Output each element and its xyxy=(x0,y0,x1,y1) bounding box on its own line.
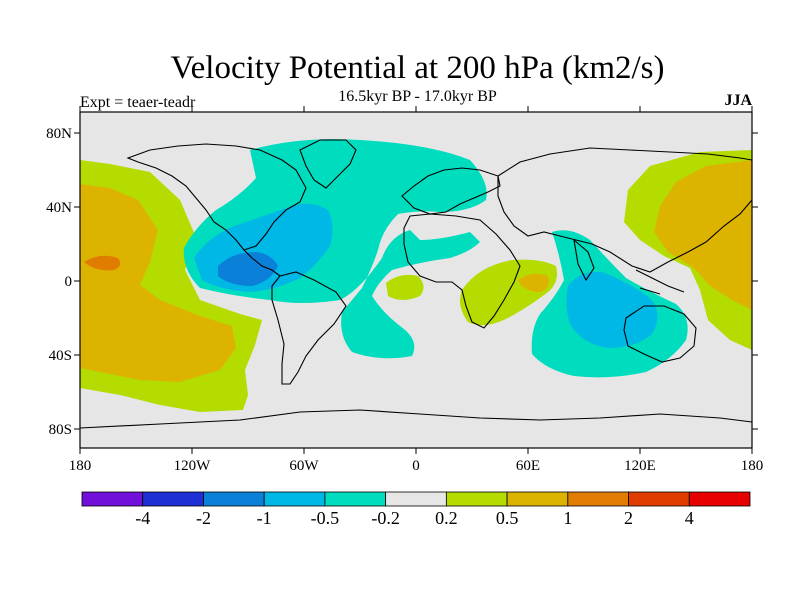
colorbar-swatch xyxy=(203,491,265,507)
coastline-europe xyxy=(401,167,501,215)
longitude-axis: 180 120W 60W 0 60E 120E 180 xyxy=(69,106,764,474)
colorbar: -4 -2 -1 -0.5 -0.2 0.2 0.5 1 2 4 xyxy=(81,491,751,528)
colorbar-swatch xyxy=(81,491,144,507)
lon-tick-label: 180 xyxy=(741,458,764,474)
lat-tick-label: 80S xyxy=(49,422,72,438)
contour-positive-west-pacific-2 xyxy=(654,160,752,310)
lat-tick-label: 40S xyxy=(49,348,72,364)
colorbar-swatch xyxy=(142,491,204,507)
colorbar-label: -1 xyxy=(257,508,272,528)
time-range-subtitle: 16.5kyr BP - 17.0kyr BP xyxy=(338,88,497,105)
colorbar-swatch xyxy=(567,491,629,507)
coastline-africa xyxy=(403,213,521,329)
contour-positive-east-pacific-2 xyxy=(80,184,236,382)
lon-tick-label: 120E xyxy=(624,458,656,474)
lon-tick-label: 60W xyxy=(289,458,319,474)
colorbar-label: -0.2 xyxy=(371,508,400,528)
colorbar-swatch xyxy=(688,491,751,507)
contour-negative-americas-3 xyxy=(218,252,278,286)
contour-positive-atlantic xyxy=(386,274,424,300)
lat-tick-label: 40N xyxy=(46,200,72,216)
colorbar-label: -0.5 xyxy=(311,508,340,528)
coastline-antarctica xyxy=(80,409,752,429)
colorbar-label: 2 xyxy=(624,508,633,528)
coastline-asia xyxy=(497,147,752,273)
colorbar-label: 1 xyxy=(563,508,572,528)
colorbar-label: 0.5 xyxy=(496,508,519,528)
colorbar-swatch xyxy=(263,491,326,507)
coastline-south-america xyxy=(271,271,347,385)
lon-tick-label: 0 xyxy=(412,458,420,474)
map-title: Velocity Potential at 200 hPa (km2/s) xyxy=(170,50,665,86)
contour-positive-east-pacific-3 xyxy=(84,255,121,271)
coastline-central-america xyxy=(243,249,281,277)
colorbar-swatch xyxy=(628,491,690,507)
contour-negative-americas xyxy=(183,139,487,359)
coastline-greenland xyxy=(299,139,357,189)
colorbar-label: -4 xyxy=(135,508,150,528)
colorbar-label: 0.2 xyxy=(435,508,458,528)
coastline-maritime-continent xyxy=(635,269,685,295)
colorbar-swatch xyxy=(385,491,447,507)
coastline-india xyxy=(573,238,595,282)
experiment-label: Expt = teaer-teadr xyxy=(80,94,196,111)
colorbar-swatch xyxy=(506,491,569,507)
lat-tick-label: 80N xyxy=(46,126,72,142)
lat-tick-label: 0 xyxy=(65,274,73,290)
coastline-australia xyxy=(623,305,697,363)
lon-tick-label: 120W xyxy=(174,458,212,474)
colorbar-label: 4 xyxy=(685,508,694,528)
coastlines xyxy=(80,139,752,429)
colorbar-label: -2 xyxy=(196,508,211,528)
colorbar-swatch xyxy=(445,491,508,507)
contour-positive-africa-2 xyxy=(518,273,549,292)
lon-tick-label: 180 xyxy=(69,458,92,474)
latitude-axis: 80N 40N 0 40S 80S xyxy=(46,126,758,438)
colorbar-swatch xyxy=(324,491,387,507)
coastline-north-america xyxy=(126,143,307,251)
lon-tick-label: 60E xyxy=(516,458,540,474)
season-label: JJA xyxy=(724,92,752,109)
contour-field xyxy=(80,112,752,448)
contour-negative-indian-ocean-2 xyxy=(566,271,658,348)
